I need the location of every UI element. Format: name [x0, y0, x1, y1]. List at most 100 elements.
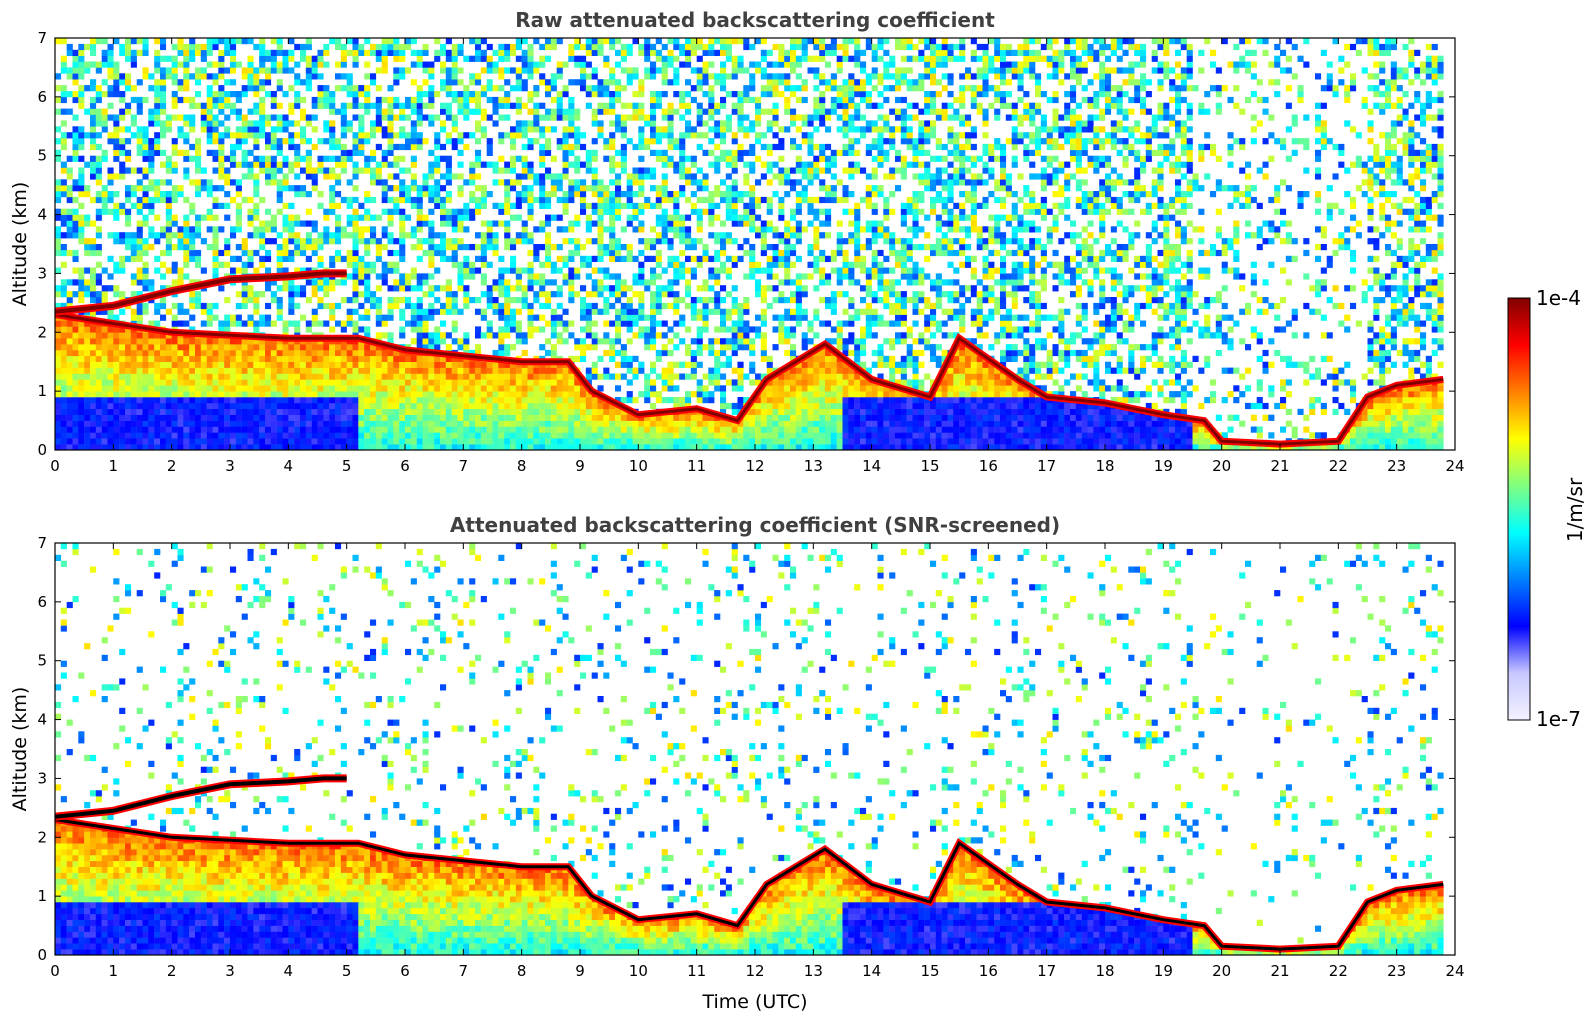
heat-cell-raw [119, 308, 126, 315]
heat-cell-raw [311, 308, 318, 315]
heat-cell-raw [410, 320, 417, 327]
heat-cell-raw [428, 291, 435, 298]
heat-cell-raw [241, 85, 248, 92]
heat-cell-raw [276, 126, 283, 133]
heat-cell-raw [265, 408, 272, 415]
heat-cell-raw [253, 102, 260, 109]
heat-cell-raw [247, 414, 254, 421]
heat-cell-raw [335, 420, 342, 427]
heat-cell-raw [545, 420, 552, 427]
heat-cell-raw [130, 379, 137, 386]
heat-cell-raw [160, 426, 167, 433]
heat-cell-raw [545, 291, 552, 298]
heat-cell-raw [311, 432, 318, 439]
heat-cell-raw [224, 102, 231, 109]
heat-cell-raw [428, 302, 435, 310]
heat-cell-raw [160, 397, 167, 404]
heat-cell-raw [305, 79, 312, 86]
heat-cell-raw [78, 420, 85, 427]
heat-cell-raw [130, 96, 137, 104]
heat-cell-raw [241, 114, 248, 121]
heat-cell-raw [84, 391, 91, 398]
heat-cell-raw [154, 191, 161, 198]
heat-cell-raw [603, 196, 610, 204]
heat-cell-raw [78, 402, 85, 410]
heat-cell-raw [270, 155, 277, 162]
heat-cell-raw [125, 397, 132, 404]
heat-cell-raw [375, 349, 382, 357]
heat-cell-raw [340, 167, 347, 174]
heat-cell-raw [276, 302, 283, 310]
heat-cell-raw [329, 326, 336, 333]
heat-cell-raw [469, 349, 476, 357]
heat-cell-raw [329, 349, 336, 357]
heat-cell-raw [498, 267, 505, 274]
heat-cell-raw [323, 414, 330, 421]
heat-cell-raw [370, 196, 377, 204]
heat-cell-raw [364, 273, 371, 280]
heat-cell-raw [405, 302, 412, 310]
heat-cell-raw [300, 420, 307, 427]
heat-cell-raw [562, 196, 569, 204]
heat-cell-raw [335, 414, 342, 421]
heat-cell-raw [300, 244, 307, 251]
heat-cell-raw [113, 267, 120, 274]
heat-cell-raw [673, 138, 680, 145]
heat-cell-raw [533, 326, 540, 333]
heat-cell-raw [317, 444, 324, 450]
heat-cell-raw [235, 114, 242, 121]
heat-cell-raw [224, 249, 231, 257]
heat-cell-raw [515, 320, 522, 327]
heat-cell-raw [177, 414, 184, 421]
heat-cell-raw [212, 132, 219, 139]
heat-cell-raw [224, 344, 231, 351]
heat-cell-raw [422, 367, 429, 374]
heat-cell-raw [591, 414, 598, 421]
heat-cell-raw [539, 244, 546, 251]
heat-cell-raw [335, 238, 342, 245]
heat-cell-raw [154, 267, 161, 274]
heat-cell-raw [480, 249, 487, 257]
heat-cell-raw [247, 167, 254, 174]
heat-cell-raw [626, 214, 633, 221]
heat-cell-raw [200, 355, 207, 362]
heat-cell-raw [206, 385, 213, 392]
heat-cell-raw [352, 49, 359, 56]
heat-cell-raw [259, 261, 266, 268]
heat-cell-raw [609, 196, 616, 204]
heat-cell-raw [521, 402, 528, 410]
heat-cell-raw [527, 373, 534, 380]
heat-cell-raw [370, 73, 377, 80]
heat-cell-raw [189, 279, 196, 286]
heat-cell-raw [177, 338, 184, 345]
heat-cell-raw [381, 432, 388, 439]
heat-cell-raw [358, 426, 365, 433]
heat-cell-raw [539, 438, 546, 445]
heat-cell-raw [562, 379, 569, 386]
heat-cell-raw [510, 67, 517, 74]
heat-cell-raw [95, 379, 102, 386]
heat-cell-raw [265, 397, 272, 404]
heat-cell-raw [498, 291, 505, 298]
heat-cell-raw [597, 444, 604, 450]
heat-cell-raw [445, 108, 452, 115]
heat-cell-raw [183, 426, 190, 433]
heat-cell-raw [620, 432, 627, 439]
heat-cell-raw [241, 432, 248, 439]
heat-cell-raw [177, 267, 184, 274]
heat-cell-raw [556, 385, 563, 392]
heat-cell-raw [300, 355, 307, 362]
heat-cell-raw [235, 426, 242, 433]
heat-cell-raw [615, 214, 622, 221]
heat-cell-raw [370, 102, 377, 109]
heat-cell-raw [212, 96, 219, 104]
heat-cell-raw [113, 385, 120, 392]
heat-cell-raw [195, 79, 202, 86]
heat-cell-raw [95, 432, 102, 439]
heat-cell-raw [136, 102, 143, 109]
heat-cell-raw [393, 43, 400, 51]
heat-cell-raw [451, 438, 458, 445]
heat-cell-raw [440, 397, 447, 404]
heat-cell-raw [475, 414, 482, 421]
heat-cell-raw [585, 43, 592, 51]
